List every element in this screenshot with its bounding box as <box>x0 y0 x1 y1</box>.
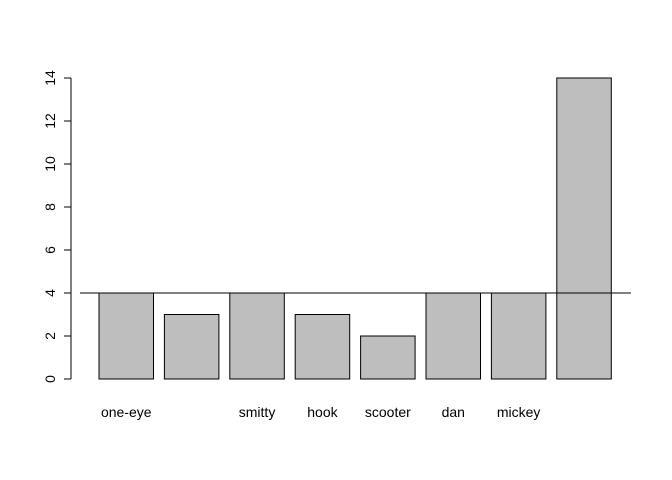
category-label: one-eye <box>101 404 152 420</box>
bar-4 <box>360 335 416 380</box>
bar-3 <box>294 314 351 380</box>
y-tick-label: 0 <box>42 375 58 383</box>
bar-5 <box>425 292 481 380</box>
bar-2 <box>229 292 285 380</box>
category-label: hook <box>307 404 338 420</box>
y-tick-label: 6 <box>42 246 58 254</box>
bar-0 <box>98 292 154 380</box>
y-tick-label: 4 <box>42 289 58 297</box>
y-tick-label: 10 <box>42 156 58 172</box>
y-tick-label: 2 <box>42 332 58 340</box>
category-label: dan <box>442 404 465 420</box>
x-axis-labels: one-eye smitty hook scooter dan mickey <box>101 404 540 420</box>
y-tick-label: 8 <box>42 203 58 211</box>
bar-7 <box>556 77 612 380</box>
bar-1 <box>163 314 220 380</box>
y-axis: 0 2 4 6 8 10 12 14 <box>42 70 72 383</box>
bars <box>98 77 612 380</box>
y-tick-label: 12 <box>42 113 58 129</box>
category-label: smitty <box>239 404 276 420</box>
category-label: mickey <box>497 404 541 420</box>
bar-6 <box>490 292 547 380</box>
category-label: scooter <box>365 404 411 420</box>
y-tick-label: 14 <box>42 70 58 86</box>
